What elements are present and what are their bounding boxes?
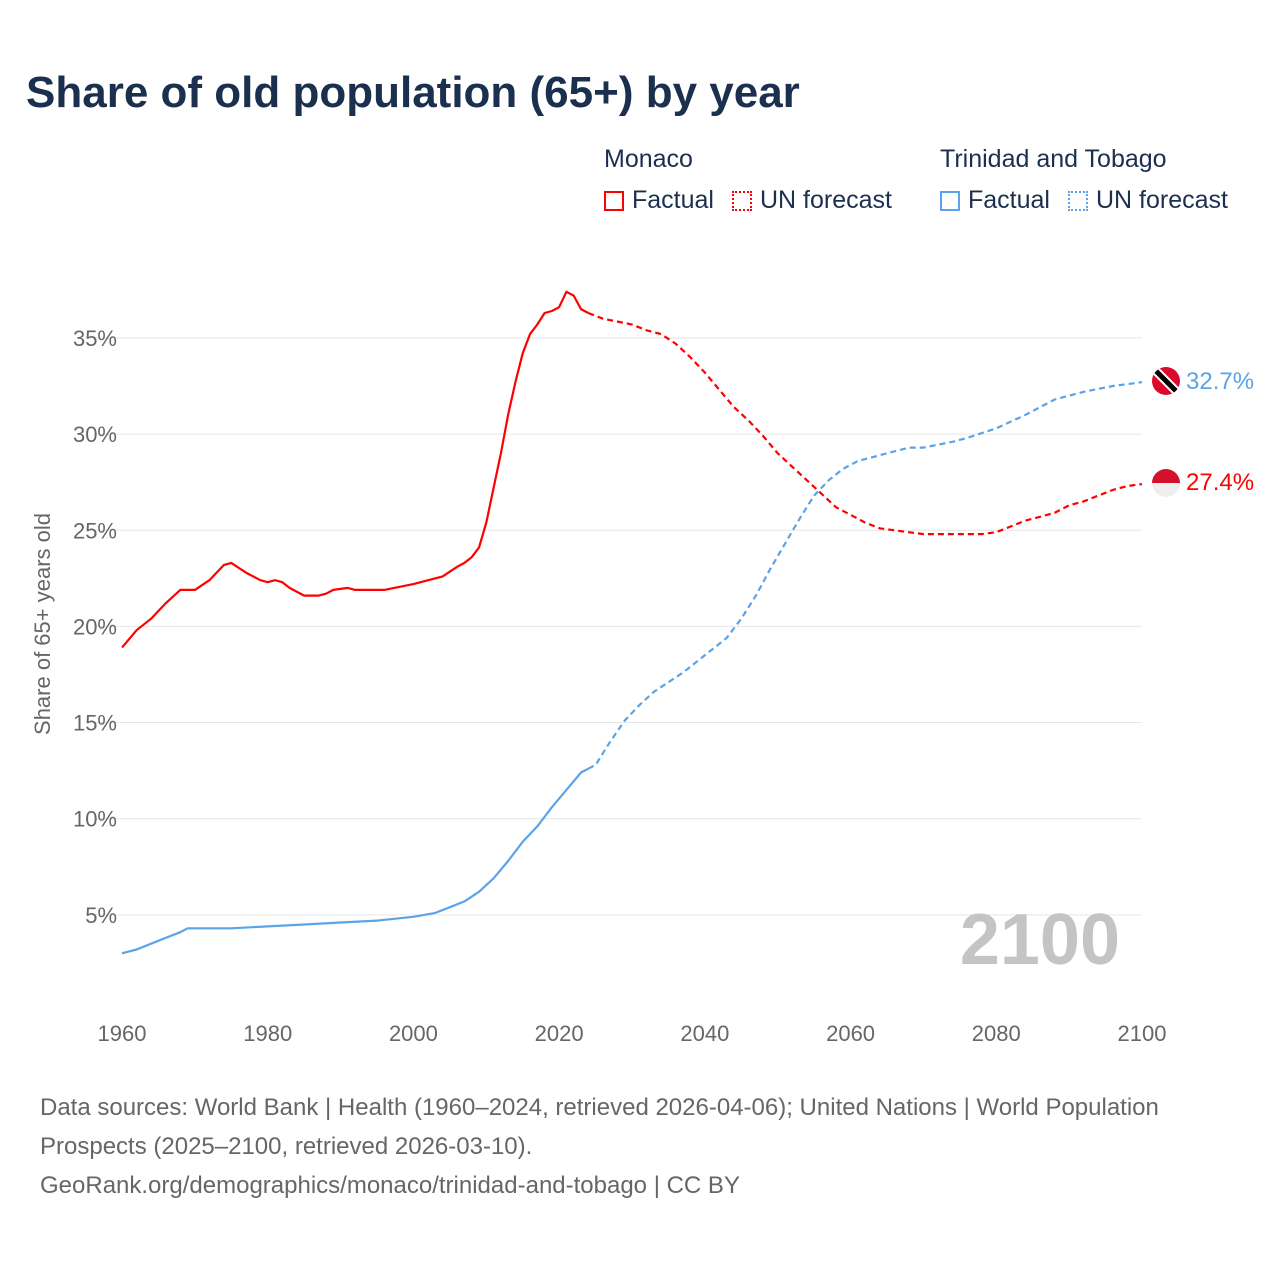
x-tick-label: 2080 (972, 1021, 1021, 1046)
source-link[interactable]: GeoRank.org/demographics/monaco/trinidad… (40, 1172, 740, 1199)
x-tick-label: 2000 (389, 1021, 438, 1046)
y-tick-label: 25% (73, 518, 117, 543)
legend-monaco-forecast[interactable]: UN forecast (731, 186, 892, 215)
dotted-swatch-icon (731, 190, 752, 211)
x-tick-label: 1980 (243, 1021, 292, 1046)
trinidad-flag-icon (1152, 367, 1180, 395)
year-watermark: 2100 (960, 900, 1120, 980)
legend-label: Factual (968, 186, 1050, 214)
solid-swatch-icon (940, 190, 960, 211)
x-tick-label: 2020 (535, 1021, 584, 1046)
dotted-swatch-icon (1067, 190, 1088, 211)
legend-label: Factual (632, 186, 714, 214)
monaco-flag-icon (1152, 469, 1180, 497)
x-tick-label: 2100 (1118, 1021, 1167, 1046)
y-tick-label: 15% (73, 711, 117, 736)
x-tick-label: 1960 (98, 1021, 147, 1046)
legend-tt-forecast[interactable]: UN forecast (1067, 186, 1228, 215)
monaco-factual-line (121, 290, 589, 649)
monaco-end-label: 27.4% (1186, 469, 1254, 496)
y-tick-label: 30% (73, 422, 117, 447)
solid-swatch-icon (604, 190, 624, 211)
legend-label: UN forecast (1095, 186, 1228, 214)
legend-group-monaco: Monaco (604, 145, 693, 173)
source-text: Data sources: World Bank | Health (1960–… (40, 1094, 1159, 1160)
y-tick-label: 10% (73, 807, 117, 832)
x-tick-label: 2040 (680, 1021, 729, 1046)
legend-label: UN forecast (759, 186, 892, 214)
x-tick-label: 2060 (826, 1021, 875, 1046)
monaco-forecast-line (587, 311, 1143, 536)
legend-row-tt: Factual UN forecast (940, 186, 1246, 215)
y-axis-label: Share of 65+ years old (30, 513, 55, 735)
legend-row-monaco: Factual UN forecast (604, 186, 910, 215)
legend-tt-factual[interactable]: Factual (940, 186, 1050, 215)
legend-group-tt: Trinidad and Tobago (940, 145, 1167, 173)
y-tick-label: 5% (85, 903, 117, 928)
y-tick-label: 20% (73, 614, 117, 639)
chart-title: Share of old population (65+) by year (26, 68, 800, 117)
source-note: Data sources: World Bank | Health (1960–… (40, 1088, 1190, 1205)
trinidad-forecast-line (587, 381, 1143, 770)
tt-end-label: 32.7% (1186, 368, 1254, 395)
legend-monaco-factual[interactable]: Factual (604, 186, 714, 215)
y-tick-label: 35% (73, 326, 117, 351)
trinidad-factual-line (121, 767, 589, 955)
